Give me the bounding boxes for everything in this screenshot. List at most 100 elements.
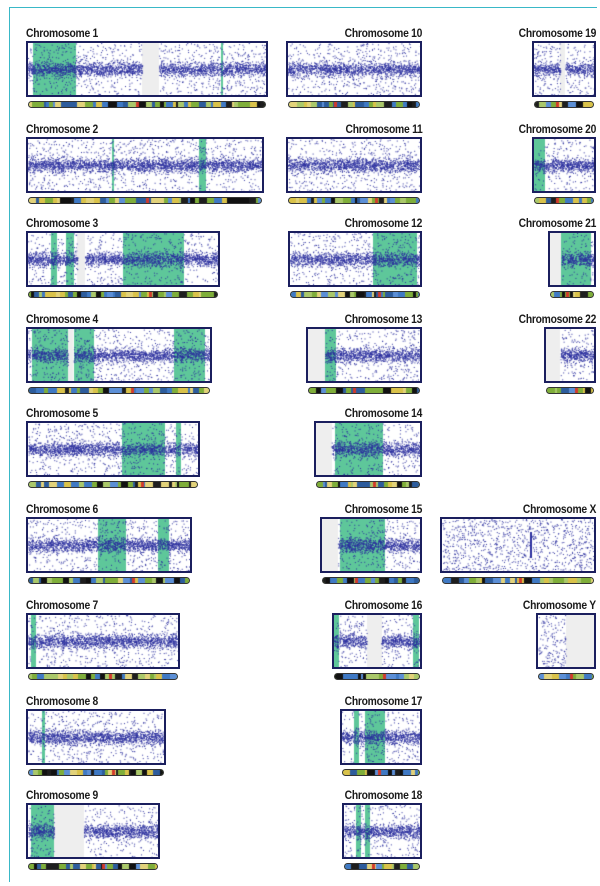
chromosome-13-plot — [306, 327, 422, 383]
chromosome-1-label: Chromosome 1 — [26, 26, 99, 40]
chromosome-20-panel: Chromosome 20 — [500, 122, 596, 208]
chromosome-20-ideogram — [534, 197, 594, 204]
chromosome-5-label: Chromosome 5 — [26, 406, 99, 420]
chromosome-x-scatter — [442, 519, 594, 571]
chromosome-y-ideogram — [538, 673, 594, 680]
chromosome-9-ideogram — [28, 863, 158, 870]
chromosome-22-plot — [544, 327, 596, 383]
chromosome-2-ideogram-bands — [29, 198, 261, 203]
chromosome-5-ideogram — [28, 481, 198, 488]
chromosome-4-ideogram — [28, 387, 210, 394]
chromosome-15-panel: Chromosome 15 — [320, 502, 422, 588]
chromosome-10-plot — [286, 41, 422, 97]
chromosome-2-ideogram — [28, 197, 262, 204]
chromosome-y-ideogram-bands — [539, 674, 593, 679]
chromosome-21-scatter — [550, 233, 594, 285]
chromosome-15-ideogram-bands — [323, 578, 419, 583]
chromosome-7-label: Chromosome 7 — [26, 598, 99, 612]
chromosome-7-panel: Chromosome 7 — [26, 598, 180, 684]
chromosome-22-ideogram-bands — [547, 388, 593, 393]
chromosome-12-plot — [288, 231, 422, 287]
chromosome-22-ideogram — [546, 387, 594, 394]
chromosome-1-ideogram — [28, 101, 266, 108]
chromosome-4-scatter — [28, 329, 210, 381]
chromosome-15-ideogram — [322, 577, 420, 584]
chromosome-15-label: Chromosome 15 — [344, 502, 422, 516]
chromosome-21-plot — [548, 231, 596, 287]
chromosome-10-label: Chromosome 10 — [344, 26, 422, 40]
chromosome-x-panel: Chromosome X — [440, 502, 596, 588]
chromosome-14-ideogram — [316, 481, 420, 488]
chromosome-18-plot — [342, 803, 422, 859]
chromosome-7-ideogram — [28, 673, 178, 680]
chromosome-y-scatter — [538, 615, 594, 667]
chromosome-5-plot — [26, 421, 200, 477]
chromosome-9-panel: Chromosome 9 — [26, 788, 160, 874]
chromosome-19-scatter — [534, 43, 594, 95]
chromosome-y-plot — [536, 613, 596, 669]
chromosome-20-plot — [532, 137, 596, 193]
chromosome-22-panel: Chromosome 22 — [500, 312, 596, 398]
chromosome-19-panel: Chromosome 19 — [500, 26, 596, 112]
chromosome-11-scatter — [288, 139, 420, 191]
chromosome-8-label: Chromosome 8 — [26, 694, 99, 708]
chromosome-19-label: Chromosome 19 — [518, 26, 596, 40]
chromosome-15-plot — [320, 517, 422, 573]
chromosome-22-scatter — [546, 329, 594, 381]
chromosome-2-scatter — [28, 139, 262, 191]
chromosome-10-scatter — [288, 43, 420, 95]
chromosome-y-label: Chromosome Y — [523, 598, 596, 612]
chromosome-2-plot — [26, 137, 264, 193]
chromosome-x-plot — [440, 517, 596, 573]
chromosome-16-plot — [332, 613, 422, 669]
chromosome-19-ideogram-bands — [535, 102, 593, 107]
chromosome-8-ideogram — [28, 769, 164, 776]
chromosome-5-scatter — [28, 423, 198, 475]
chromosome-20-scatter — [534, 139, 594, 191]
chromosome-13-ideogram — [308, 387, 420, 394]
chromosome-7-ideogram-bands — [29, 674, 177, 679]
chromosome-13-ideogram-bands — [309, 388, 419, 393]
chromosome-11-label: Chromosome 11 — [345, 122, 422, 136]
chromosome-4-ideogram-bands — [29, 388, 209, 393]
chromosome-18-ideogram-bands — [345, 864, 419, 869]
chromosome-16-ideogram — [334, 673, 420, 680]
chromosome-13-label: Chromosome 13 — [344, 312, 422, 326]
chromosome-14-label: Chromosome 14 — [344, 406, 422, 420]
chromosome-6-ideogram-bands — [29, 578, 189, 583]
chromosome-15-scatter — [322, 519, 420, 571]
chromosome-17-ideogram-bands — [343, 770, 419, 775]
chromosome-19-ideogram — [534, 101, 594, 108]
chromosome-5-panel: Chromosome 5 — [26, 406, 200, 492]
chromosome-16-label: Chromosome 16 — [344, 598, 422, 612]
chromosome-17-ideogram — [342, 769, 420, 776]
chromosome-12-panel: Chromosome 12 — [288, 216, 422, 302]
chromosome-17-plot — [340, 709, 422, 765]
chromosome-21-label: Chromosome 21 — [518, 216, 596, 230]
chromosome-y-panel: Chromosome Y — [500, 598, 596, 684]
chromosome-6-plot — [26, 517, 192, 573]
chromosome-10-ideogram-bands — [289, 102, 419, 107]
chromosome-1-ideogram-bands — [29, 102, 265, 107]
chromosome-20-ideogram-bands — [535, 198, 593, 203]
chromosome-8-panel: Chromosome 8 — [26, 694, 166, 780]
chromosome-1-scatter — [28, 43, 266, 95]
chromosome-7-scatter — [28, 615, 178, 667]
chromosome-6-label: Chromosome 6 — [26, 502, 99, 516]
chromosome-10-ideogram — [288, 101, 420, 108]
chromosome-2-panel: Chromosome 2 — [26, 122, 264, 208]
chromosome-19-plot — [532, 41, 596, 97]
chromosome-21-ideogram — [550, 291, 594, 298]
chromosome-7-plot — [26, 613, 180, 669]
chromosome-17-label: Chromosome 17 — [344, 694, 422, 708]
chromosome-12-ideogram-bands — [291, 292, 419, 297]
chromosome-14-scatter — [316, 423, 420, 475]
chromosome-1-panel: Chromosome 1 — [26, 26, 268, 112]
chromosome-1-plot — [26, 41, 268, 97]
chromosome-13-panel: Chromosome 13 — [306, 312, 422, 398]
chromosome-8-ideogram-bands — [29, 770, 163, 775]
chromosome-16-ideogram-bands — [335, 674, 419, 679]
chromosome-4-plot — [26, 327, 212, 383]
chromosome-3-ideogram — [28, 291, 218, 298]
chromosome-14-panel: Chromosome 14 — [314, 406, 422, 492]
